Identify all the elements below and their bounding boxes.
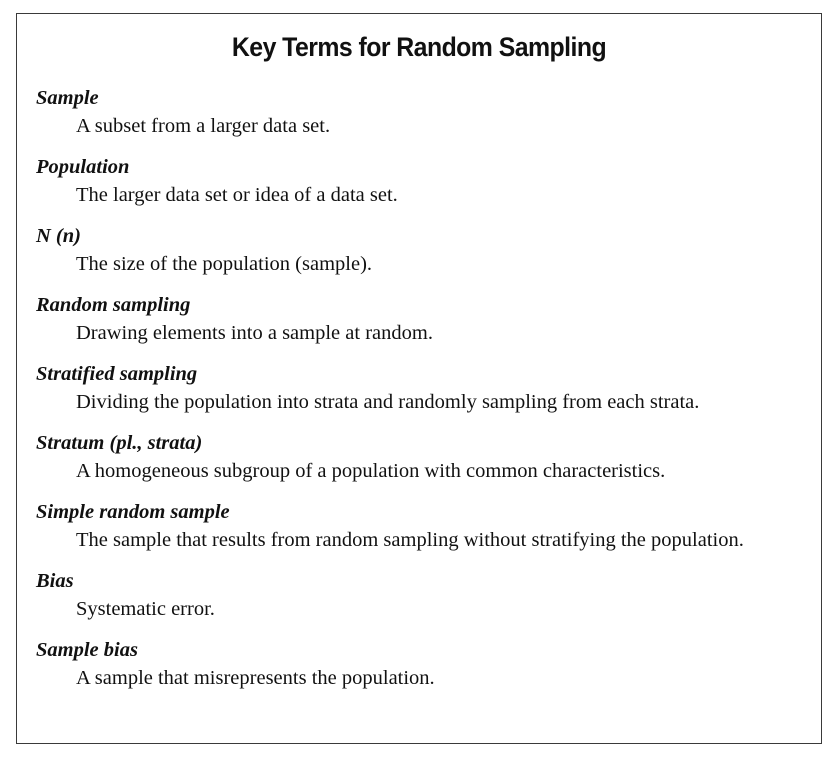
term-entry-sample-bias: Sample bias A sample that misrepresents … [36,638,807,692]
term-entry-bias: Bias Systematic error. [36,569,807,623]
term-definition: Systematic error. [76,598,215,620]
term-name: Stratum (pl., strata) [36,432,203,454]
term-definition: Drawing elements into a sample at random… [76,322,433,344]
term-definition: A sample that misrepresents the populati… [76,667,435,689]
term-definition: The larger data set or idea of a data se… [76,184,398,206]
term-definition: A homogeneous subgroup of a population w… [76,460,666,482]
term-definition: The size of the population (sample). [76,253,373,275]
term-entry-random-sampling: Random sampling Drawing elements into a … [36,293,807,347]
term-name: Sample bias [36,639,138,661]
key-terms-box: Key Terms for Random Sampling Sample A s… [16,13,822,744]
term-definition: The sample that results from random samp… [76,529,744,551]
term-entry-simple-random-sample: Simple random sample The sample that res… [36,500,807,554]
terms-list: Sample A subset from a larger data set. … [36,86,807,692]
term-entry-stratum: Stratum (pl., strata) A homogeneous subg… [36,431,807,485]
term-name: N (n) [36,225,81,247]
term-definition: Dividing the population into strata and … [76,391,700,413]
term-name: Population [36,156,130,178]
term-name: Bias [36,570,74,592]
term-name: Stratified sampling [36,363,198,385]
page-title: Key Terms for Random Sampling [231,32,607,62]
term-name: Random sampling [36,294,191,316]
term-name: Sample [36,87,99,109]
term-name: Simple random sample [36,501,230,523]
term-entry-population: Population The larger data set or idea o… [36,155,807,209]
term-entry-n: N (n) The size of the population (sample… [36,224,807,278]
term-definition: A subset from a larger data set. [76,115,331,137]
term-entry-sample: Sample A subset from a larger data set. [36,86,807,140]
term-entry-stratified-sampling: Stratified sampling Dividing the populat… [36,362,807,416]
